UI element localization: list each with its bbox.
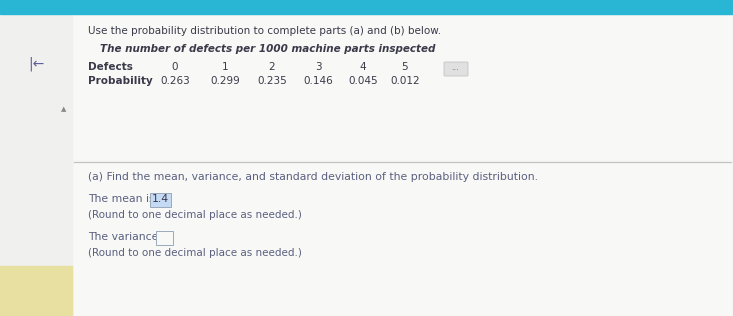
Text: 3: 3 <box>314 62 321 72</box>
Bar <box>74 16 731 159</box>
Bar <box>0 266 72 316</box>
Text: ...: ... <box>451 64 459 72</box>
Text: 0.263: 0.263 <box>160 76 190 86</box>
Bar <box>0 14 72 316</box>
FancyBboxPatch shape <box>155 230 172 245</box>
Text: Defects: Defects <box>88 62 133 72</box>
Text: 5: 5 <box>402 62 408 72</box>
Text: 0.045: 0.045 <box>348 76 377 86</box>
Text: 2: 2 <box>269 62 276 72</box>
FancyBboxPatch shape <box>444 62 468 76</box>
Bar <box>74 164 731 316</box>
Text: 1.4: 1.4 <box>152 195 169 204</box>
Text: |←: |← <box>28 57 44 71</box>
Text: 1: 1 <box>221 62 228 72</box>
Text: 0: 0 <box>172 62 178 72</box>
Text: (Round to one decimal place as needed.): (Round to one decimal place as needed.) <box>88 210 302 220</box>
Text: 0.299: 0.299 <box>210 76 240 86</box>
Text: (a) Find the mean, variance, and standard deviation of the probability distribut: (a) Find the mean, variance, and standar… <box>88 172 538 182</box>
Text: 0.012: 0.012 <box>390 76 420 86</box>
FancyBboxPatch shape <box>150 192 171 206</box>
Text: Use the probability distribution to complete parts (a) and (b) below.: Use the probability distribution to comp… <box>88 26 441 36</box>
Bar <box>0 0 733 14</box>
Text: 4: 4 <box>360 62 366 72</box>
Text: ▲: ▲ <box>62 106 67 112</box>
Text: The number of defects per 1000 machine parts inspected: The number of defects per 1000 machine p… <box>100 44 435 54</box>
Text: The mean is: The mean is <box>88 194 158 204</box>
Text: The variance is: The variance is <box>88 232 174 242</box>
Text: Probability: Probability <box>88 76 152 86</box>
Text: (Round to one decimal place as needed.): (Round to one decimal place as needed.) <box>88 248 302 258</box>
Text: 0.235: 0.235 <box>257 76 287 86</box>
Text: 0.146: 0.146 <box>303 76 333 86</box>
